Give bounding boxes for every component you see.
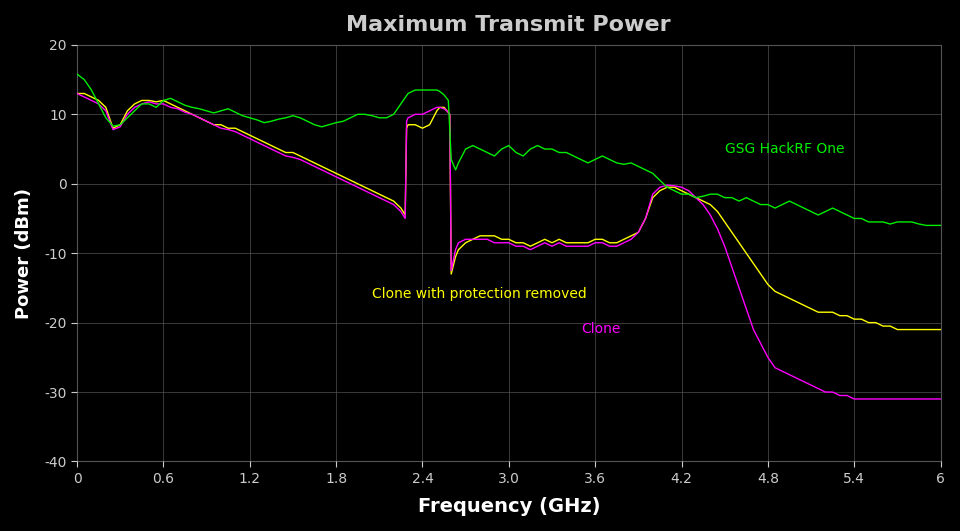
Text: Clone with protection removed: Clone with protection removed <box>372 287 587 301</box>
Text: Clone: Clone <box>581 322 620 336</box>
Y-axis label: Power (dBm): Power (dBm) <box>15 187 33 319</box>
Text: GSG HackRF One: GSG HackRF One <box>725 141 844 156</box>
X-axis label: Frequency (GHz): Frequency (GHz) <box>418 497 600 516</box>
Title: Maximum Transmit Power: Maximum Transmit Power <box>347 15 671 35</box>
